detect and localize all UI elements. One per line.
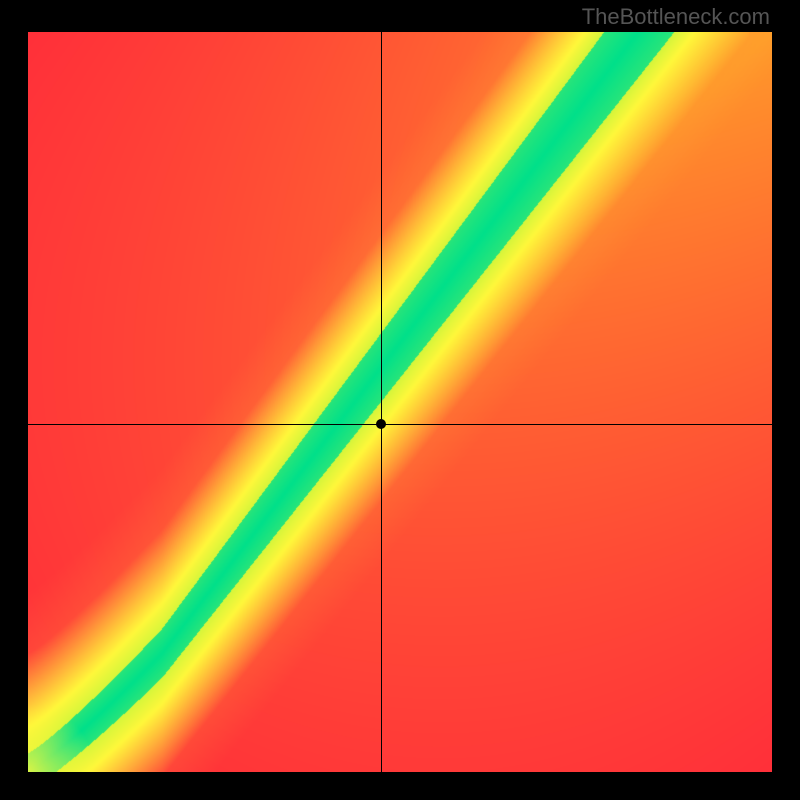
chart-frame xyxy=(0,0,800,800)
crosshair-vertical xyxy=(381,32,382,772)
crosshair-horizontal xyxy=(28,424,772,425)
plot-area xyxy=(28,32,772,772)
chart-container: TheBottleneck.com xyxy=(0,0,800,800)
watermark-text: TheBottleneck.com xyxy=(582,4,770,30)
marker-dot xyxy=(376,419,386,429)
heatmap-canvas xyxy=(28,32,772,772)
